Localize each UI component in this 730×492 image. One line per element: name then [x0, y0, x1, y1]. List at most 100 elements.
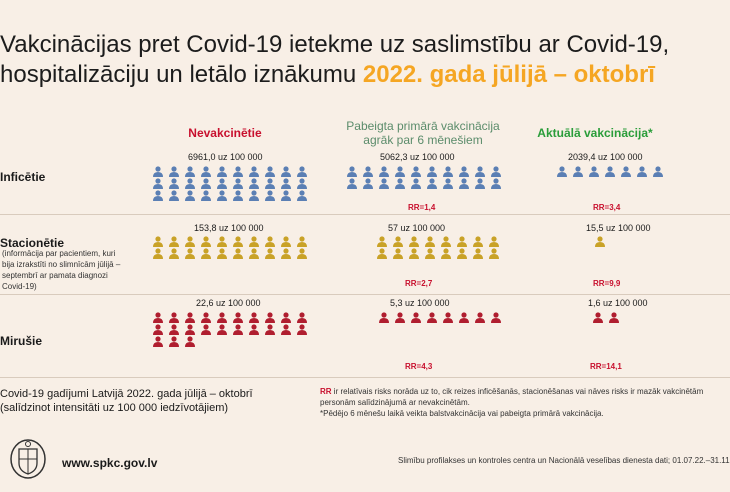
icon-grid-hospitalized-current	[595, 236, 605, 247]
person-icon	[297, 236, 307, 247]
person-icon	[185, 166, 195, 177]
column-header-unvaccinated: Nevakcinētie	[188, 126, 262, 140]
value-infected-primary: 5062,3 uz 100 000	[380, 152, 455, 162]
person-icon	[265, 248, 275, 259]
person-icon	[281, 312, 291, 323]
person-icon	[217, 178, 227, 189]
person-icon	[201, 312, 211, 323]
value-hospitalized-unvaccinated: 153,8 uz 100 000	[194, 223, 264, 233]
icon-grid-hospitalized-unvaccinated	[153, 236, 307, 259]
row-divider	[0, 294, 730, 295]
person-icon	[427, 312, 437, 323]
person-icon	[265, 178, 275, 189]
person-icon	[201, 248, 211, 259]
column-header-primary-line1: Pabeigta primārā vakcinācija	[346, 119, 500, 133]
person-icon	[217, 190, 227, 201]
value-hospitalized-current: 15,5 uz 100 000	[586, 223, 651, 233]
footer-caption-line1: Covid-19 gadījumi Latvijā 2022. gada jūl…	[0, 388, 253, 400]
website-link[interactable]: www.spkc.gov.lv	[62, 456, 158, 470]
title-line1: Vakcinācijas pret Covid-19 ietekme uz sa…	[0, 31, 670, 58]
person-icon	[605, 166, 615, 177]
person-icon	[347, 166, 357, 177]
icon-grid-deaths-primary	[379, 312, 501, 323]
person-icon	[489, 236, 499, 247]
person-icon	[347, 178, 357, 189]
person-icon	[377, 248, 387, 259]
icon-grid-deaths-unvaccinated	[153, 312, 307, 347]
person-icon	[395, 178, 405, 189]
page-subtitle: hospitalizāciju un letālo iznākumu 2022.…	[0, 60, 655, 90]
person-icon	[297, 178, 307, 189]
person-icon	[281, 324, 291, 335]
person-icon	[265, 166, 275, 177]
footer-notes: RR ir relatīvais risks norāda uz to, cik…	[320, 386, 728, 419]
person-icon	[443, 312, 453, 323]
coat-of-arms-logo	[10, 439, 46, 479]
person-icon	[169, 236, 179, 247]
person-icon	[249, 178, 259, 189]
icon-grid-hospitalized-primary	[377, 236, 499, 259]
person-icon	[281, 166, 291, 177]
rr-hospitalized-primary: RR=2,7	[405, 279, 433, 288]
footer-caption: Covid-19 gadījumi Latvijā 2022. gada jūl…	[0, 387, 253, 415]
rr-infected-current: RR=3,4	[593, 203, 621, 212]
page-title: Vakcinācijas pret Covid-19 ietekme uz sa…	[0, 30, 669, 60]
person-icon	[409, 236, 419, 247]
person-icon	[233, 166, 243, 177]
person-icon	[233, 190, 243, 201]
rr-deaths-current: RR=14,1	[590, 362, 622, 371]
person-icon	[609, 312, 619, 323]
person-icon	[491, 166, 501, 177]
person-icon	[249, 166, 259, 177]
icon-grid-infected-current	[557, 166, 663, 177]
person-icon	[363, 166, 373, 177]
person-icon	[249, 236, 259, 247]
person-icon	[265, 190, 275, 201]
person-icon	[395, 312, 405, 323]
person-icon	[185, 178, 195, 189]
person-icon	[379, 178, 389, 189]
rr-explanation: RR ir relatīvais risks norāda uz to, cik…	[320, 386, 728, 408]
person-icon	[185, 312, 195, 323]
person-icon	[297, 312, 307, 323]
person-icon	[169, 166, 179, 177]
person-icon	[297, 190, 307, 201]
person-icon	[441, 248, 451, 259]
value-hospitalized-primary: 57 uz 100 000	[388, 223, 446, 233]
person-icon	[281, 190, 291, 201]
person-icon	[409, 248, 419, 259]
person-icon	[249, 324, 259, 335]
person-icon	[217, 236, 227, 247]
rr-infected-primary: RR=1,4	[408, 203, 436, 212]
value-deaths-current: 1,6 uz 100 000	[588, 298, 648, 308]
person-icon	[249, 312, 259, 323]
data-source: Slimību profilakses un kontroles centra …	[398, 456, 730, 465]
person-icon	[379, 166, 389, 177]
person-icon	[393, 248, 403, 259]
person-icon	[201, 166, 211, 177]
person-icon	[153, 178, 163, 189]
person-icon	[393, 236, 403, 247]
value-infected-current: 2039,4 uz 100 000	[568, 152, 643, 162]
person-icon	[593, 312, 603, 323]
person-icon	[411, 166, 421, 177]
person-icon	[637, 166, 647, 177]
person-icon	[589, 166, 599, 177]
value-infected-unvaccinated: 6961,0 uz 100 000	[188, 152, 263, 162]
person-icon	[379, 312, 389, 323]
person-icon	[153, 336, 163, 347]
person-icon	[297, 166, 307, 177]
row-divider	[0, 377, 730, 378]
person-icon	[281, 236, 291, 247]
person-icon	[425, 248, 435, 259]
person-icon	[281, 248, 291, 259]
icon-grid-infected-unvaccinated	[153, 166, 307, 201]
person-icon	[265, 324, 275, 335]
person-icon	[185, 324, 195, 335]
person-icon	[573, 166, 583, 177]
column-header-primary: Pabeigta primārā vakcinācija agrāk par 6…	[338, 119, 508, 147]
footer-caption-line2: (salīdzinot intensitāti uz 100 000 iedzī…	[0, 402, 229, 414]
person-icon	[201, 324, 211, 335]
person-icon	[153, 248, 163, 259]
person-icon	[217, 312, 227, 323]
